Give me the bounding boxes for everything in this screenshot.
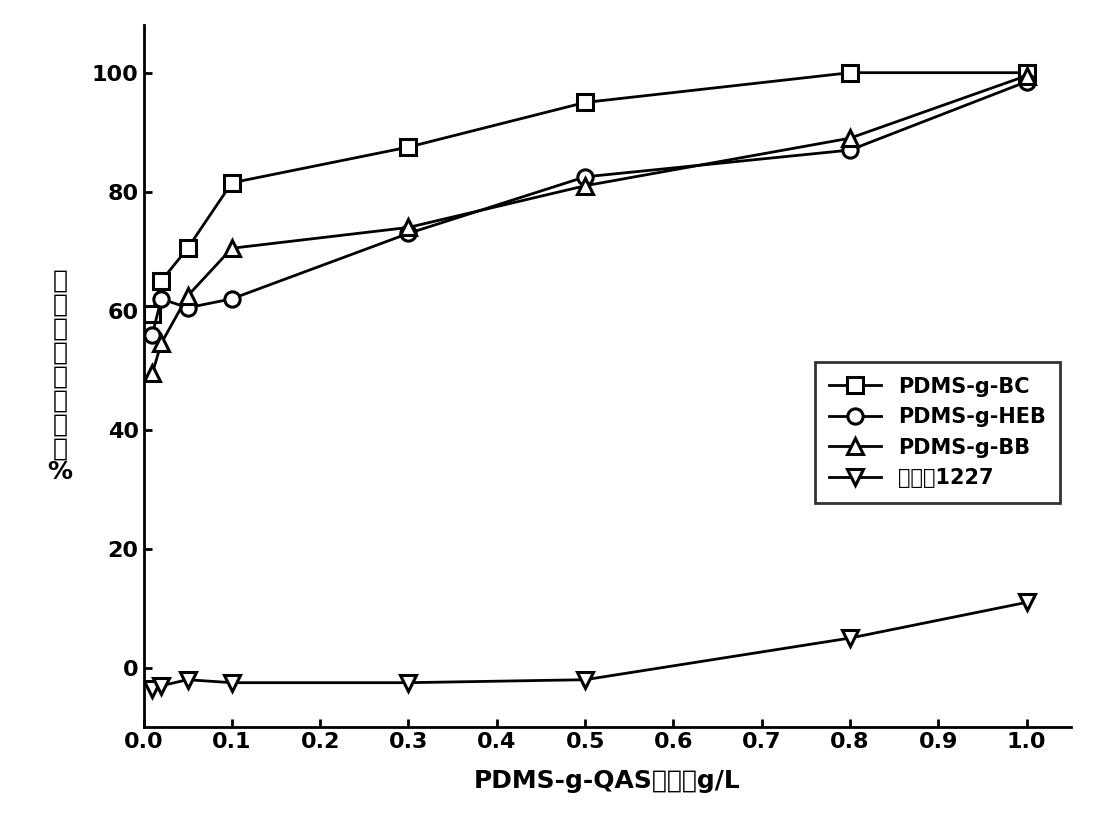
PDMS-g-BB [181, 291, 194, 301]
PDMS-g-HEB [146, 329, 159, 339]
Text: 菌
核
葐
发
抑
制
率
，
%: 菌 核 葐 发 抑 制 率 ， % [47, 268, 73, 484]
季銃盐1227 [843, 633, 857, 643]
Line: 季銃盐1227: 季銃盐1227 [145, 594, 1034, 696]
PDMS-g-HEB [155, 293, 168, 303]
PDMS-g-BB [225, 243, 238, 253]
PDMS-g-BC [1020, 68, 1033, 78]
PDMS-g-BB [1020, 71, 1033, 81]
PDMS-g-BC [578, 98, 592, 108]
季銃盐1227 [146, 684, 159, 694]
季銃盐1227 [181, 675, 194, 685]
Line: PDMS-g-HEB: PDMS-g-HEB [145, 74, 1034, 342]
PDMS-g-HEB [843, 145, 857, 155]
季銃盐1227 [225, 678, 238, 688]
PDMS-g-HEB [402, 228, 415, 238]
PDMS-g-BB [155, 339, 168, 349]
Legend: PDMS-g-BC, PDMS-g-HEB, PDMS-g-BB, 季銃盐1227: PDMS-g-BC, PDMS-g-HEB, PDMS-g-BB, 季銃盐122… [815, 362, 1061, 502]
PDMS-g-BB [402, 222, 415, 232]
PDMS-g-BB [843, 133, 857, 143]
Line: PDMS-g-BC: PDMS-g-BC [145, 65, 1034, 321]
PDMS-g-BC [225, 178, 238, 188]
季銃盐1227 [155, 681, 168, 691]
PDMS-g-BB [578, 181, 592, 191]
PDMS-g-BC [843, 68, 857, 78]
Line: PDMS-g-BB: PDMS-g-BB [145, 68, 1034, 381]
PDMS-g-BB [146, 368, 159, 378]
PDMS-g-HEB [225, 293, 238, 303]
PDMS-g-HEB [578, 172, 592, 182]
PDMS-g-BC [181, 243, 194, 253]
PDMS-g-BC [402, 142, 415, 152]
PDMS-g-BC [146, 308, 159, 319]
X-axis label: PDMS-g-QAS浓度，g/L: PDMS-g-QAS浓度，g/L [474, 769, 741, 793]
PDMS-g-HEB [1020, 77, 1033, 87]
PDMS-g-HEB [181, 303, 194, 313]
季銃盐1227 [578, 675, 592, 685]
PDMS-g-BC [155, 276, 168, 286]
季銃盐1227 [402, 678, 415, 688]
季銃盐1227 [1020, 598, 1033, 608]
